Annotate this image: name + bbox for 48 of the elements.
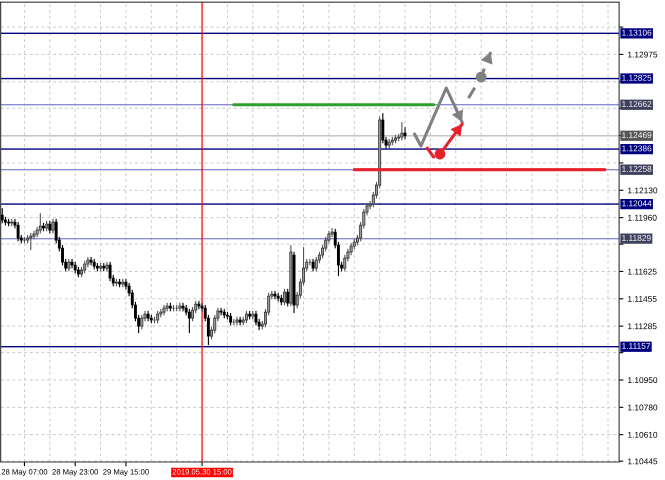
candlestick [70, 258, 74, 269]
candlestick [400, 122, 404, 141]
candlestick [162, 304, 166, 316]
y-tick-label: 1.11455 [628, 296, 657, 302]
y-tick-label: 1.10445 [628, 458, 658, 464]
y-tick-label: 1.11960 [628, 214, 657, 221]
candlestick [67, 258, 70, 272]
y-tick-label: 1.10610 [628, 432, 658, 438]
candlestick [286, 288, 290, 307]
candlestick [76, 266, 80, 278]
candlestick [245, 310, 248, 324]
ref-line-label: 1.12825 [622, 74, 652, 81]
candlestick [254, 310, 258, 326]
candlestick [45, 220, 48, 232]
candlestick [83, 260, 86, 274]
candlestick [140, 314, 144, 330]
candlestick [48, 220, 52, 234]
candlestick [0, 208, 4, 224]
candlestick [74, 261, 77, 274]
candlestick [29, 232, 32, 251]
candlestick [16, 221, 20, 242]
ref-line-label: 1.12258 [622, 166, 652, 172]
candlestick [188, 308, 191, 334]
candlestick [156, 310, 160, 324]
y-tick-label: 1.12975 [628, 52, 658, 58]
candlestick [404, 126, 406, 140]
candlestick [312, 258, 315, 272]
candlestick [52, 218, 54, 234]
y-tick-label: 1.11285 [628, 323, 657, 330]
ref-line-label: 1.13106 [622, 30, 652, 36]
y-tick-label: 1.10780 [628, 404, 658, 410]
candlestick [105, 261, 108, 272]
ref-line-label: 1.11157 [622, 343, 650, 349]
candlestick [280, 294, 283, 306]
candlestick [146, 310, 150, 322]
candlestick [388, 138, 391, 149]
ref-line-label: 1.12044 [622, 200, 652, 206]
y-tick-label: 1.11625 [628, 268, 657, 275]
ref-line-label: 1.12386 [622, 145, 652, 152]
ref-line-label: 1.12469 [622, 132, 652, 138]
ref-line-label: 1.11829 [622, 235, 651, 241]
candlestick [283, 288, 286, 306]
y-tick-label: 1.12130 [628, 187, 658, 194]
candlestick [38, 212, 42, 234]
y-tick-label: 1.10950 [628, 377, 658, 384]
candlestick [314, 256, 318, 272]
candlestick [229, 312, 232, 326]
ref-line-label: 1.12662 [622, 101, 652, 107]
